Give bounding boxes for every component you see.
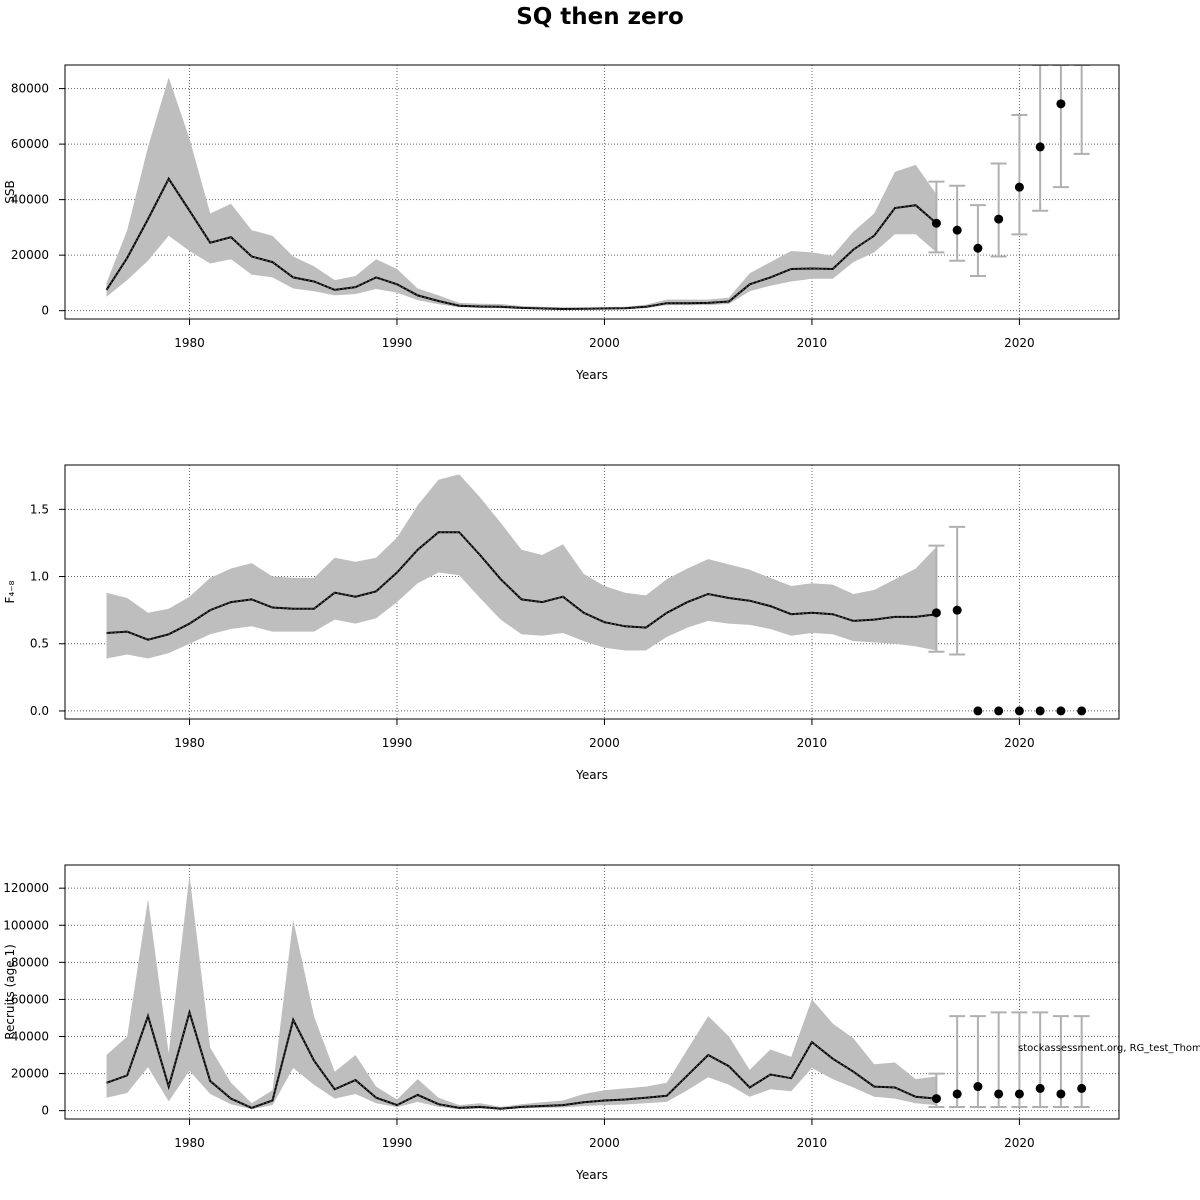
- x-tick-label: 2000: [589, 1136, 620, 1150]
- x-axis-label: Years: [575, 368, 608, 382]
- y-tick-label: 40000: [11, 193, 49, 207]
- x-tick-label: 2010: [797, 1136, 828, 1150]
- panel-2: 1980 1990 2000 2010 2020 0.0 0.5 1.0 1.5 Years F₄₋…: [3, 464, 1120, 782]
- y-tick-label: 60000: [11, 137, 49, 151]
- x-tick-label: 2000: [589, 736, 620, 750]
- y-tick-label: 100000: [3, 918, 49, 932]
- y-tick-label: 0.5: [30, 637, 49, 651]
- forecast-point: [1014, 1089, 1024, 1099]
- y-tick-label: 0: [41, 304, 49, 318]
- x-tick-label: 1990: [382, 736, 413, 750]
- plot-frame: [64, 464, 1120, 720]
- forecast-point: [1077, 706, 1087, 716]
- forecast-point: [931, 1094, 941, 1104]
- plot-frame: [64, 64, 1120, 320]
- forecast-point: [1014, 706, 1024, 716]
- forecast-point: [931, 218, 941, 228]
- forecast-point: [973, 243, 983, 253]
- forecast-point: [994, 706, 1004, 716]
- y-tick-label: 20000: [11, 248, 49, 262]
- y-tick-label: 40000: [11, 1029, 49, 1043]
- y-tick-label: 80000: [11, 82, 49, 96]
- forecast-point: [1056, 1089, 1066, 1099]
- estimate-line-dotted: [106, 1010, 937, 1110]
- panel-3: 1980 1990 2000 2010 2020 0 20000 40000 60000 8000…: [3, 864, 1120, 1182]
- y-tick-label: 20000: [11, 1067, 49, 1081]
- y-axis-label: F₄₋₈: [3, 580, 17, 603]
- y-axis-label: SSB: [3, 180, 17, 203]
- estimate-line-dotted: [106, 177, 937, 310]
- panel-1: 1980 1990 2000 2010 2020 0 20000 40000 60000 8000…: [3, 64, 1120, 382]
- forecast-point: [1056, 99, 1066, 109]
- y-tick-label: 0: [41, 1104, 49, 1118]
- forecast-point: [1035, 142, 1045, 152]
- forecast-point: [973, 706, 983, 716]
- x-tick-label: 2020: [1004, 736, 1035, 750]
- x-axis-label: Years: [575, 1168, 608, 1182]
- y-tick-label: 0.0: [30, 704, 49, 718]
- y-tick-label: 80000: [11, 955, 49, 969]
- forecast-point: [931, 608, 941, 618]
- confidence-band: [106, 474, 937, 659]
- plot-area: [65, 65, 1119, 319]
- y-tick-label: 120000: [3, 881, 49, 895]
- confidence-band: [106, 875, 937, 1110]
- forecast-point: [1014, 182, 1024, 192]
- credit-text: stockassessment.org, RG_test_Thom: [1018, 1043, 1200, 1054]
- forecast-point: [952, 605, 962, 615]
- y-tick-label: 60000: [11, 992, 49, 1006]
- x-tick-label: 1980: [174, 336, 205, 350]
- plot-area: [65, 465, 1119, 719]
- confidence-band: [106, 77, 937, 310]
- x-tick-label: 2010: [797, 736, 828, 750]
- forecast-point: [994, 214, 1004, 224]
- forecast-point: [1077, 1083, 1087, 1093]
- panels-container: 1980 1990 2000 2010 202002000040000600008000…: [3, 64, 1120, 1182]
- forecast-point: [1035, 1083, 1045, 1093]
- forecast-point: [1056, 706, 1066, 716]
- x-tick-label: 2020: [1004, 1136, 1035, 1150]
- plot-frame: [64, 864, 1120, 1120]
- forecast-point: [952, 1089, 962, 1099]
- forecast-point: [973, 1082, 983, 1092]
- y-axis-label: Recruits (age 1): [3, 944, 17, 1040]
- x-tick-label: 1980: [174, 1136, 205, 1150]
- x-axis-label: Years: [575, 768, 608, 782]
- x-tick-label: 2010: [797, 336, 828, 350]
- x-tick-label: 1990: [382, 1136, 413, 1150]
- forecast-point: [1035, 706, 1045, 716]
- x-tick-label: 1990: [382, 336, 413, 350]
- plot-area: [65, 865, 1119, 1119]
- chart-title: SQ then zero: [516, 4, 684, 30]
- forecast-point: [952, 225, 962, 235]
- x-tick-label: 2020: [1004, 336, 1035, 350]
- y-tick-label: 1.5: [30, 502, 49, 516]
- y-tick-label: 1.0: [30, 570, 49, 584]
- x-tick-label: 1980: [174, 736, 205, 750]
- estimate-line-dotted: [106, 531, 937, 641]
- forecast-point: [994, 1089, 1004, 1099]
- x-tick-label: 2000: [589, 336, 620, 350]
